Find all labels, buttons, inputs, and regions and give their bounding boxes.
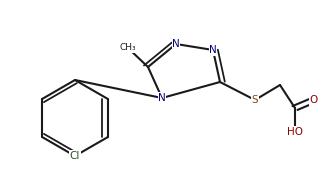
Text: S: S [252, 95, 258, 105]
Text: CH₃: CH₃ [120, 44, 136, 53]
Text: Cl: Cl [70, 151, 80, 161]
Text: N: N [209, 45, 217, 55]
Text: N: N [158, 93, 166, 103]
Text: N: N [172, 39, 180, 49]
Text: HO: HO [287, 127, 303, 137]
Text: O: O [310, 95, 318, 105]
